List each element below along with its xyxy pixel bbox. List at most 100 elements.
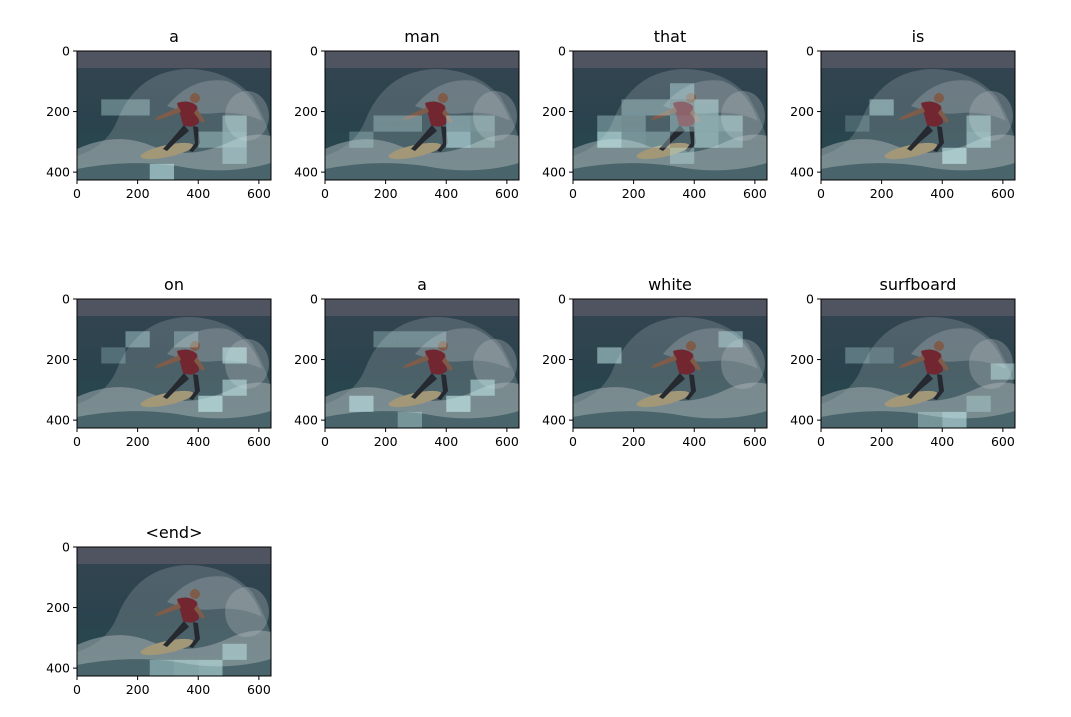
surf-photo <box>77 51 271 180</box>
attention-cell <box>470 115 495 132</box>
y-tick-label: 0 <box>310 44 318 59</box>
x-tick-label: 200 <box>622 434 646 449</box>
surf-photo <box>77 299 271 428</box>
y-tick-label: 400 <box>542 413 566 428</box>
y-tick-label: 200 <box>294 104 318 119</box>
attention-cell <box>718 115 743 132</box>
attention-cell <box>101 99 126 116</box>
x-tick-label: 200 <box>870 434 894 449</box>
axes-frame <box>76 298 272 429</box>
attention-panel: man 0 200 400 600 0 200 400 <box>294 27 520 201</box>
attention-cell <box>125 331 150 348</box>
attention-cell <box>670 99 695 116</box>
x-tick-label: 200 <box>374 434 398 449</box>
y-tick-label: 0 <box>62 292 70 307</box>
y-tick-label: 0 <box>806 292 814 307</box>
attention-cell <box>222 131 247 148</box>
attention-cell <box>621 115 646 132</box>
attention-highlights <box>845 347 1015 428</box>
attention-highlights <box>101 331 247 412</box>
y-tick-label: 400 <box>790 413 814 428</box>
surf-photo <box>573 51 767 180</box>
attention-cell <box>222 347 247 364</box>
y-tick-label: 400 <box>790 165 814 180</box>
x-tick-label: 600 <box>247 682 271 697</box>
attention-cell <box>397 331 422 348</box>
attention-cell <box>222 147 247 164</box>
attention-cell <box>597 115 622 132</box>
attention-cell <box>718 331 743 348</box>
x-tick-label: 200 <box>622 186 646 201</box>
y-tick-label: 400 <box>542 165 566 180</box>
attention-cell <box>446 131 471 148</box>
surf-photo <box>821 299 1015 428</box>
x-tick-label: 400 <box>434 186 458 201</box>
y-tick-label: 0 <box>558 292 566 307</box>
y-tick-label: 200 <box>542 104 566 119</box>
attention-highlights <box>149 643 247 676</box>
x-tick-label: 0 <box>817 434 825 449</box>
x-tick-label: 600 <box>495 434 519 449</box>
x-tick-label: 400 <box>682 434 706 449</box>
x-tick-label: 0 <box>73 682 81 697</box>
attention-cell <box>198 659 223 676</box>
x-tick-label: 600 <box>991 186 1015 201</box>
axes-frame <box>572 50 768 181</box>
surf-photo <box>821 51 1015 180</box>
attention-cell <box>942 147 967 164</box>
x-tick-label: 400 <box>186 186 210 201</box>
y-tick-label: 400 <box>294 165 318 180</box>
attention-cell <box>174 659 199 676</box>
attention-cell <box>621 99 646 116</box>
attention-cell <box>349 131 374 148</box>
attention-panel: is 0 200 400 600 0 200 400 <box>790 27 1016 201</box>
y-tick-label: 200 <box>790 352 814 367</box>
attention-cell <box>470 131 495 148</box>
x-tick-label: 400 <box>930 434 954 449</box>
attention-panel: white 0 200 400 600 0 200 400 <box>542 275 768 449</box>
y-tick-label: 0 <box>310 292 318 307</box>
attention-cell <box>869 347 894 364</box>
x-tick-label: 600 <box>743 186 767 201</box>
attention-cell <box>373 115 398 132</box>
attention-cell <box>670 83 695 100</box>
axes-frame <box>324 298 520 429</box>
y-tick-label: 0 <box>558 44 566 59</box>
x-tick-label: 0 <box>817 186 825 201</box>
x-tick-label: 600 <box>495 186 519 201</box>
attention-cell <box>349 395 374 412</box>
x-tick-label: 600 <box>743 434 767 449</box>
attention-highlights <box>101 99 247 180</box>
y-tick-label: 200 <box>790 104 814 119</box>
x-tick-label: 600 <box>991 434 1015 449</box>
x-tick-label: 0 <box>569 186 577 201</box>
panel-title: a <box>417 275 427 294</box>
attention-cell <box>966 395 991 412</box>
panel-title: that <box>654 27 687 46</box>
y-tick-label: 0 <box>62 540 70 555</box>
panel-title: on <box>164 275 184 294</box>
x-tick-label: 0 <box>321 434 329 449</box>
attention-highlights <box>597 331 743 364</box>
attention-cell <box>422 331 447 348</box>
y-tick-label: 200 <box>46 104 70 119</box>
axes-frame <box>324 50 520 181</box>
x-tick-label: 600 <box>247 434 271 449</box>
attention-cell <box>645 99 670 116</box>
attention-cell <box>198 131 223 148</box>
x-tick-label: 200 <box>870 186 894 201</box>
y-tick-label: 200 <box>46 600 70 615</box>
attention-cell <box>470 379 495 396</box>
attention-cell <box>718 131 743 148</box>
attention-cell <box>694 131 719 148</box>
attention-cell <box>966 115 991 132</box>
attention-cell <box>174 331 199 348</box>
attention-cell <box>222 643 247 660</box>
attention-cell <box>845 347 870 364</box>
attention-cell <box>222 115 247 132</box>
x-tick-label: 400 <box>434 434 458 449</box>
attention-cell <box>125 99 150 116</box>
x-tick-label: 0 <box>569 434 577 449</box>
